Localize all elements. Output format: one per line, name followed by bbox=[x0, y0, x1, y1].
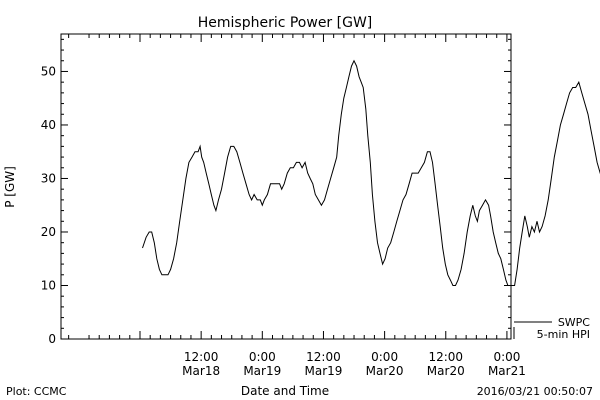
x-tick-label-date: Mar19 bbox=[304, 364, 342, 378]
x-tick-label-time: 12:00 bbox=[428, 350, 463, 364]
y-tick-label: 0 bbox=[48, 332, 56, 346]
x-tick-label-date: Mar21 bbox=[488, 364, 526, 378]
x-tick-label-time: 12:00 bbox=[184, 350, 219, 364]
y-tick-label: 40 bbox=[41, 118, 56, 132]
y-axis-label: P [GW] bbox=[3, 166, 17, 208]
y-axis-ticks: 0 10 20 30 40 50 bbox=[41, 38, 511, 346]
y-tick-label: 10 bbox=[41, 278, 56, 292]
footer-credit: Plot: CCMC bbox=[6, 385, 67, 398]
y-tick-label: 30 bbox=[41, 171, 56, 185]
x-tick-label-time: 12:00 bbox=[306, 350, 341, 364]
footer-timestamp: 2016/03/21 00:50:07 bbox=[477, 385, 593, 398]
x-tick-label-date: Mar18 bbox=[182, 364, 220, 378]
chart-title: Hemispheric Power [GW] bbox=[198, 15, 373, 31]
x-tick-label-date: Mar19 bbox=[243, 364, 281, 378]
y-tick-label: 20 bbox=[41, 225, 56, 239]
legend-label-swpc: SWPC bbox=[558, 316, 590, 329]
y-tick-label: 50 bbox=[41, 64, 56, 78]
x-tick-label-time: 0:00 bbox=[371, 350, 398, 364]
x-tick-label-time: 0:00 bbox=[493, 350, 520, 364]
legend: SWPC 5-min HPI bbox=[513, 316, 590, 341]
x-tick-label-date: Mar20 bbox=[366, 364, 404, 378]
x-tick-label-date: Mar20 bbox=[427, 364, 465, 378]
legend-label-hpi: 5-min HPI bbox=[537, 328, 590, 341]
series-line-swpc bbox=[142, 59, 600, 286]
x-axis-ticks: 12:00Mar180:00Mar1912:00Mar190:00Mar2012… bbox=[68, 34, 526, 378]
x-axis-label: Date and Time bbox=[241, 384, 329, 398]
plot-frame bbox=[60, 33, 512, 340]
x-tick-label-time: 0:00 bbox=[249, 350, 276, 364]
